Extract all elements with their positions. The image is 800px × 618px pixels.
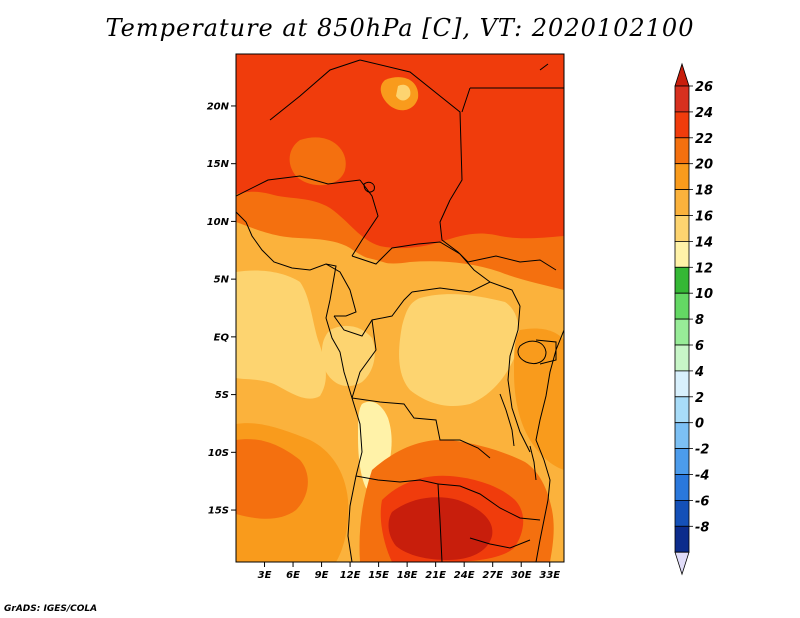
coast-redsea [539, 63, 549, 71]
colorbar-label: -8 [695, 520, 709, 535]
colorbar-label: 24 [695, 106, 713, 121]
field-band-22-24-atlantic [236, 439, 308, 519]
border-ne-sudan [461, 87, 471, 113]
border-sahara-1 [236, 175, 361, 197]
colorbar-swatch [674, 85, 690, 113]
colorbar-swatch [674, 240, 690, 268]
lat-tick-label: 5S [215, 390, 229, 401]
colorbar-label: 14 [695, 235, 713, 250]
colorbar-swatch [674, 474, 690, 501]
colorbar-swatch [674, 137, 690, 165]
colorbar-swatch [674, 422, 690, 450]
lon-tick-label: 9E [315, 570, 329, 581]
border-uganda [535, 339, 557, 365]
lat-tick-label: 15N [207, 159, 230, 170]
map-title: Temperature at 850hPa [C], VT: 202010210… [105, 14, 695, 42]
border-botswana-zimbabwe [469, 537, 531, 549]
field-band-20-22-eastafrica [514, 328, 564, 470]
border-sahara-2 [269, 59, 361, 121]
colorbar-swatch [674, 499, 690, 527]
colorbar-label: 4 [694, 365, 704, 380]
lat-tick-label: 5N [214, 275, 230, 286]
lon-tick-label: 3E [258, 570, 272, 581]
colorbar-swatch [674, 370, 690, 398]
colorbar-swatch [674, 396, 690, 424]
colorbar-label: 12 [695, 261, 713, 276]
colorbar-swatch [674, 318, 690, 346]
colorbar-label: -2 [695, 443, 709, 458]
border-sudan-south [467, 255, 557, 271]
colorbar-bottom-cap [674, 551, 690, 576]
border-car [351, 241, 491, 283]
colorbar-swatch [674, 111, 690, 139]
colorbar-swatch [674, 344, 690, 372]
lon-tick-label: 30E [511, 570, 532, 581]
lake-victoria [517, 340, 547, 365]
colorbar-label: -4 [695, 469, 709, 484]
border-zambia-zimbabwe [437, 483, 541, 521]
colorbar-label: 16 [695, 210, 713, 225]
longitude-axis: 3E 6E 9E 12E 15E 18E 21E 24E 27E 30E 33E [258, 562, 560, 581]
colorbar-top-cap [674, 62, 690, 87]
lon-tick-label: 15E [368, 570, 389, 581]
field-band-24-26-north [236, 54, 564, 249]
colorbar-label: 10 [695, 287, 713, 302]
lon-tick-label: 6E [286, 570, 300, 581]
colorbar-swatch [674, 189, 690, 216]
colorbar-label: -6 [695, 494, 709, 509]
field-band-16-18-west [321, 325, 375, 387]
lat-tick-label: 15S [208, 506, 229, 517]
lat-tick-label: 10N [207, 217, 230, 228]
coastline-east [535, 329, 564, 562]
colorbar-swatch [674, 292, 690, 320]
border-namibia-botswana [437, 483, 443, 562]
lon-tick-label: 12E [340, 570, 361, 581]
lon-tick-label: 21E [425, 570, 446, 581]
field-pocket-16-18-tibesti [396, 84, 411, 101]
border-niger-chad [351, 179, 379, 257]
lat-tick-label: EQ [214, 332, 230, 343]
latitude-axis: 20N 15N 10N 5N EQ 5S 10S 15S [207, 101, 236, 517]
temperature-field [236, 54, 564, 562]
lake-chad [363, 181, 375, 193]
colorbar-label: 18 [695, 184, 713, 199]
colorbar-swatch [674, 525, 690, 553]
colorbar-swatch [674, 266, 690, 294]
lat-tick-label: 10S [208, 448, 229, 459]
lon-tick-label: 33E [539, 570, 560, 581]
lat-tick-label: 20N [207, 101, 230, 112]
colorbar-label: 0 [695, 417, 704, 432]
colorbar-label: 6 [695, 339, 704, 354]
lake-malawi [529, 445, 537, 481]
border-angola-namibia [355, 475, 439, 485]
coastline-west [236, 211, 363, 562]
grads-credit: GrADS: IGES/COLA [4, 604, 98, 614]
borders [236, 59, 564, 562]
colorbar-label: 2 [695, 391, 704, 406]
colorbar-swatch [674, 448, 690, 475]
lon-tick-label: 24E [454, 570, 475, 581]
colorbar-label: 22 [695, 132, 713, 147]
lake-tanganyika [499, 393, 515, 447]
colorbar-swatch [674, 215, 690, 242]
field-pocket-22-24-sahara [289, 137, 346, 186]
map-frame [235, 53, 565, 563]
colorbar-swatch [674, 163, 690, 190]
border-sahara-3 [359, 59, 463, 201]
border-cameroon [325, 263, 357, 317]
border-great-lakes [507, 305, 531, 453]
colorbar-label: 8 [695, 313, 704, 328]
border-drc-west [351, 319, 377, 399]
border-drc-angola [351, 397, 491, 459]
lon-tick-label: 27E [482, 570, 503, 581]
border-drc-north [411, 281, 521, 307]
lon-tick-label: 18E [397, 570, 418, 581]
colorbar-label: 20 [695, 158, 713, 173]
field-band-16-18-congo [236, 270, 326, 399]
field-band-16-18-basin [399, 294, 519, 407]
colorbar-label: 26 [695, 80, 713, 95]
